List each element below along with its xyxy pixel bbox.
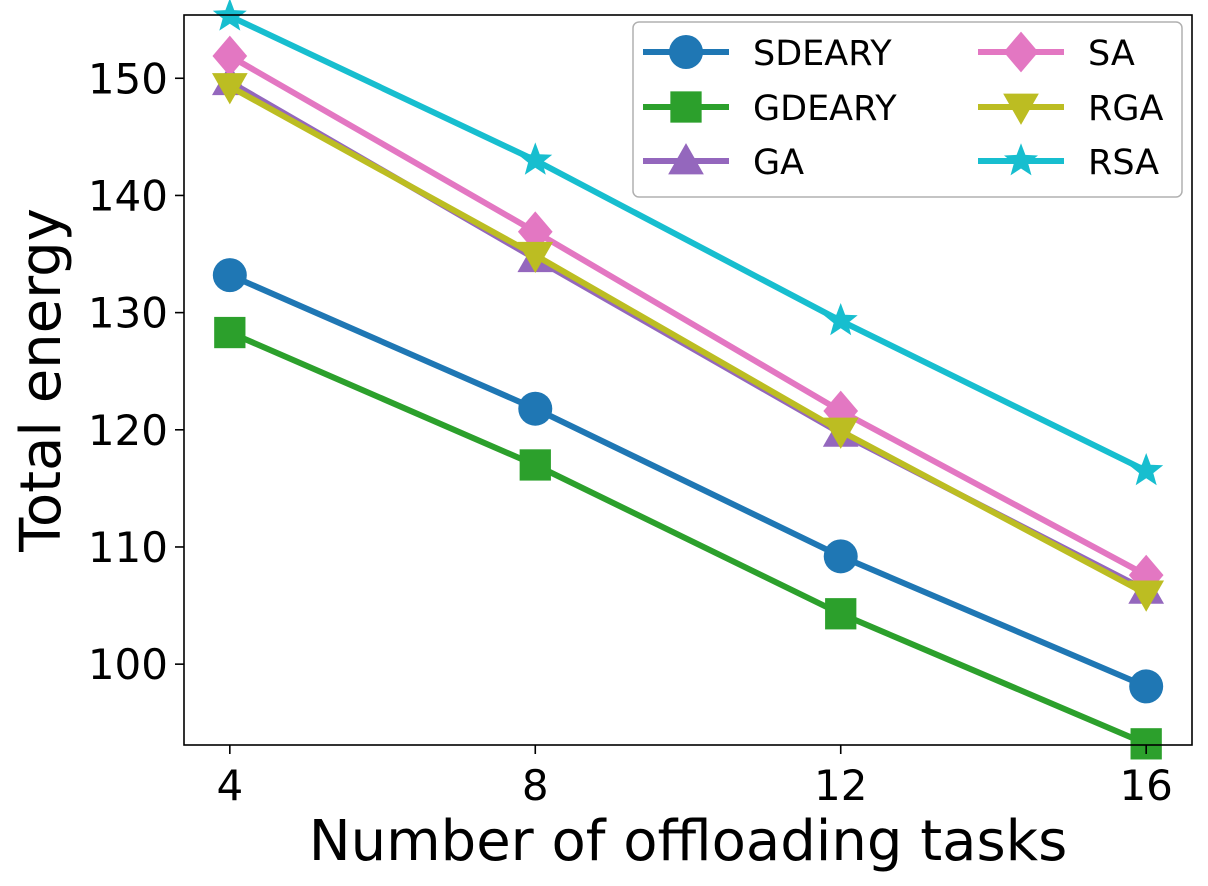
legend-marker <box>1004 143 1038 176</box>
x-tick-label: 4 <box>216 761 243 810</box>
legend-marker <box>1003 31 1039 73</box>
legend-label: SA <box>1088 34 1135 74</box>
legend-label: GDEARY <box>753 89 897 129</box>
data-point <box>1130 728 1162 760</box>
legend-label: RGA <box>1088 89 1163 129</box>
x-tick-label: 8 <box>522 761 549 810</box>
series-line <box>226 53 1150 579</box>
y-tick-label: 100 <box>88 640 168 689</box>
y-tick-label: 120 <box>88 406 168 455</box>
series-line <box>226 272 1150 690</box>
series-gdeary <box>214 316 1162 760</box>
legend: SDEARY GDEARY GA SA RGA RSA <box>632 21 1183 198</box>
legend-item-rsa: RSA <box>978 143 1159 183</box>
series-line <box>226 329 1150 747</box>
legend-label: GA <box>753 143 804 183</box>
data-point <box>212 35 248 77</box>
y-tick-label: 140 <box>88 171 168 220</box>
data-point <box>1129 453 1164 486</box>
legend-marker <box>669 35 703 69</box>
data-point <box>825 598 857 630</box>
legend-item-rga: RGA <box>978 89 1163 129</box>
legend-item-sdeary: SDEARY <box>643 34 892 74</box>
data-point <box>1128 580 1165 612</box>
data-point <box>214 316 246 349</box>
y-tick-label: 130 <box>88 289 168 338</box>
series-layer <box>211 0 1165 760</box>
legend-box <box>632 21 1183 198</box>
legend-item-ga: GA <box>643 143 804 183</box>
legend-marker <box>668 143 704 175</box>
data-point <box>823 539 858 574</box>
series-line <box>226 13 1150 474</box>
tick-layer: 4 8 12 16 100 110 120 130 140 150 <box>88 54 1173 810</box>
data-point <box>518 142 553 175</box>
data-point <box>519 449 551 481</box>
x-tick-label: 16 <box>1119 761 1172 810</box>
data-point <box>822 417 859 449</box>
series-rga <box>211 73 1165 612</box>
y-axis-label: Total energy <box>9 208 74 553</box>
series-line <box>226 83 1150 597</box>
data-point <box>518 391 553 426</box>
legend-item-gdeary: GDEARY <box>643 89 897 129</box>
legend-label: SDEARY <box>753 34 892 74</box>
plot-frame <box>183 14 1193 746</box>
legend-label: RSA <box>1088 143 1159 183</box>
legend-marker <box>1003 93 1039 125</box>
data-point <box>1129 669 1164 704</box>
data-point <box>517 241 554 274</box>
legend-marker <box>670 91 702 123</box>
data-point <box>823 303 858 336</box>
data-point <box>212 258 247 293</box>
series-sdeary <box>212 258 1164 704</box>
y-tick-label: 150 <box>88 54 168 103</box>
data-point <box>211 73 248 105</box>
x-axis-label: Number of offloading tasks <box>309 809 1068 874</box>
y-tick-label: 110 <box>88 523 168 572</box>
legend-item-sa: SA <box>978 31 1135 74</box>
x-tick-label: 12 <box>814 761 867 810</box>
